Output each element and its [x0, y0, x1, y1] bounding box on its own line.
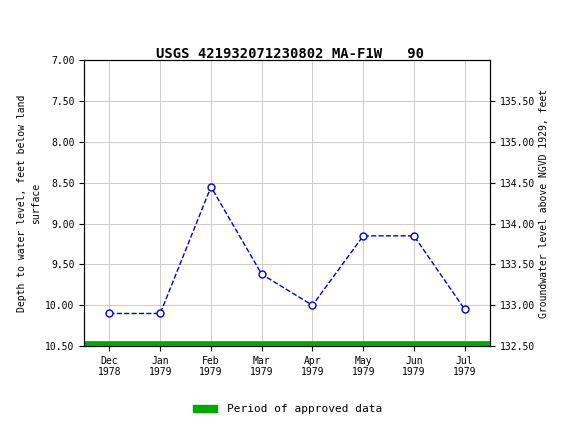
Y-axis label: Groundwater level above NGVD 1929, feet: Groundwater level above NGVD 1929, feet: [539, 89, 549, 318]
Text: Period of approved data: Period of approved data: [227, 403, 383, 414]
Text: USGS 421932071230802 MA-F1W   90: USGS 421932071230802 MA-F1W 90: [156, 47, 424, 61]
Y-axis label: Depth to water level, feet below land
surface: Depth to water level, feet below land su…: [17, 95, 41, 312]
FancyArrow shape: [193, 405, 217, 412]
Text: ▒USGS: ▒USGS: [9, 14, 55, 31]
